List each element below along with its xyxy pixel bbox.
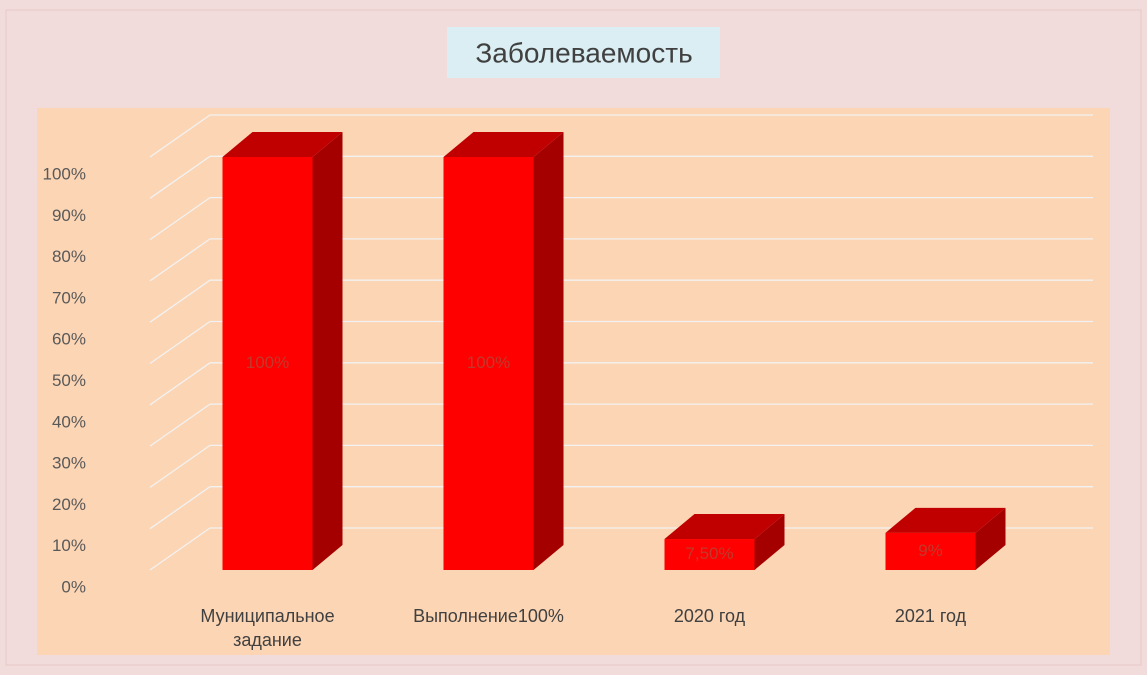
grid-diagonal bbox=[149, 114, 211, 158]
bar bbox=[443, 157, 534, 570]
bar-top bbox=[443, 132, 564, 157]
bar-top bbox=[664, 514, 785, 540]
grid-diagonal bbox=[149, 238, 211, 282]
plot-area bbox=[37, 108, 1110, 655]
y-tick-label: 10% bbox=[52, 536, 86, 555]
x-tick-label: 2020 год bbox=[673, 606, 746, 626]
grid-diagonal bbox=[149, 486, 211, 530]
title-box bbox=[447, 27, 720, 78]
bar bbox=[222, 157, 313, 570]
bar-top bbox=[885, 507, 1006, 533]
bar-side bbox=[533, 132, 564, 570]
y-tick-label: 40% bbox=[52, 412, 86, 431]
grid-diagonal bbox=[149, 279, 211, 323]
bar-side bbox=[754, 514, 785, 570]
y-tick-label: 0% bbox=[61, 577, 86, 596]
y-tick-label: 60% bbox=[52, 330, 86, 349]
grid-diagonal bbox=[149, 362, 211, 406]
bar-side bbox=[312, 132, 343, 570]
y-tick-label: 30% bbox=[52, 454, 86, 473]
bar bbox=[664, 539, 755, 570]
y-tick-label: 90% bbox=[52, 206, 86, 225]
y-tick-label: 50% bbox=[52, 371, 86, 390]
grid-diagonal bbox=[149, 320, 211, 365]
grid-diagonal bbox=[149, 155, 211, 199]
value-label: 100% bbox=[467, 353, 510, 372]
grid-diagonal bbox=[149, 197, 211, 241]
y-tick-label: 80% bbox=[52, 247, 86, 266]
x-tick-label: Муниципальное задание bbox=[200, 606, 335, 650]
grid-diagonal bbox=[149, 444, 211, 488]
value-label: 100% bbox=[246, 353, 289, 372]
value-label: 9% bbox=[918, 541, 943, 560]
y-tick-label: 100% bbox=[43, 164, 86, 183]
value-label: 7,50% bbox=[685, 544, 733, 563]
bar bbox=[885, 532, 976, 570]
y-tick-label: 70% bbox=[52, 288, 86, 307]
y-tick-label: 20% bbox=[52, 495, 86, 514]
x-tick-label: 2021 год bbox=[894, 606, 967, 626]
chart-title: Заболеваемость bbox=[475, 37, 692, 68]
x-tick-label: Выполнение100% bbox=[413, 606, 564, 626]
bar-side bbox=[975, 507, 1006, 570]
grid-diagonal bbox=[149, 403, 211, 447]
grid-diagonal bbox=[149, 527, 211, 571]
bar-top bbox=[222, 132, 343, 157]
